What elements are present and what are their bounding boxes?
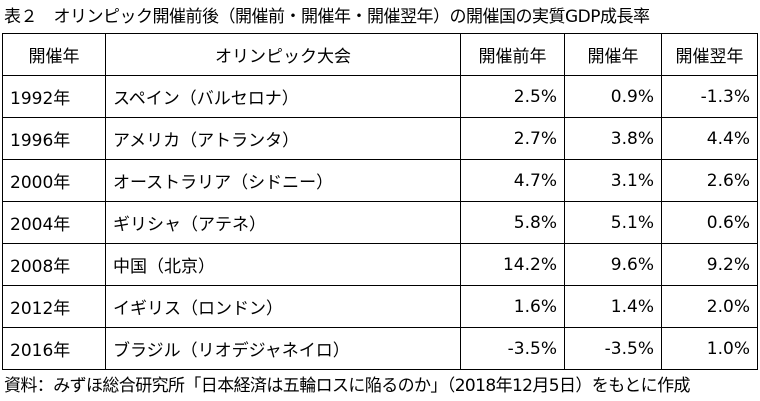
table-row: 2012年 イギリス（ロンドン） 1.6% 1.4% 2.0% [2,285,758,328]
header-host-year: 開催年 [564,33,662,76]
table-title: 表２ オリンピック開催前後（開催前・開催年・開催翌年）の開催国の実質GDP成長率 [4,7,650,27]
cell-olympics: アメリカ（アトランタ） [105,117,461,160]
cell-year: 2004年 [2,201,106,244]
cell-host-year: -3.5% [564,327,662,370]
cell-olympics: イギリス（ロンドン） [105,285,461,328]
header-year-after: 開催翌年 [661,33,758,76]
table-row: 2008年 中国（北京） 14.2% 9.6% 9.2% [2,243,758,286]
cell-olympics: ブラジル（リオデジャネイロ） [105,327,461,370]
cell-year: 2012年 [2,285,106,328]
table-row: 2004年 ギリシャ（アテネ） 5.8% 5.1% 0.6% [2,201,758,244]
cell-year-before: 5.8% [460,201,565,244]
cell-olympics: 中国（北京） [105,243,461,286]
cell-olympics: ギリシャ（アテネ） [105,201,461,244]
cell-olympics: オーストラリア（シドニー） [105,159,461,202]
cell-year-before: 2.5% [460,75,565,118]
cell-year: 1992年 [2,75,106,118]
cell-host-year: 0.9% [564,75,662,118]
header-year: 開催年 [2,33,106,76]
cell-year-before: 4.7% [460,159,565,202]
cell-year-before: 14.2% [460,243,565,286]
cell-year-after: 1.0% [661,327,758,370]
header-year-before: 開催前年 [460,33,565,76]
table-row: 1996年 アメリカ（アトランタ） 2.7% 3.8% 4.4% [2,117,758,160]
table-header-row: 開催年 オリンピック大会 開催前年 開催年 開催翌年 [2,33,758,76]
cell-year-after: -1.3% [661,75,758,118]
cell-year-after: 2.6% [661,159,758,202]
table-row: 2016年 ブラジル（リオデジャネイロ） -3.5% -3.5% 1.0% [2,327,758,370]
cell-year-after: 0.6% [661,201,758,244]
cell-host-year: 5.1% [564,201,662,244]
cell-year-before: -3.5% [460,327,565,370]
cell-year: 1996年 [2,117,106,160]
source-note: 資料：みずほ総合研究所「日本経済は五輪ロスに陥るのか」（2018年12月5日）を… [4,376,690,396]
cell-year-after: 4.4% [661,117,758,160]
cell-year-before: 1.6% [460,285,565,328]
cell-year-after: 2.0% [661,285,758,328]
header-olympics: オリンピック大会 [105,33,461,76]
cell-olympics: スペイン（バルセロナ） [105,75,461,118]
gdp-growth-table: 開催年 オリンピック大会 開催前年 開催年 開催翌年 1992年 スペイン（バル… [2,33,758,370]
cell-host-year: 3.8% [564,117,662,160]
cell-year: 2000年 [2,159,106,202]
cell-host-year: 1.4% [564,285,662,328]
table-row: 2000年 オーストラリア（シドニー） 4.7% 3.1% 2.6% [2,159,758,202]
cell-year: 2008年 [2,243,106,286]
cell-host-year: 9.6% [564,243,662,286]
cell-host-year: 3.1% [564,159,662,202]
cell-year-after: 9.2% [661,243,758,286]
cell-year-before: 2.7% [460,117,565,160]
cell-year: 2016年 [2,327,106,370]
table-row: 1992年 スペイン（バルセロナ） 2.5% 0.9% -1.3% [2,75,758,118]
